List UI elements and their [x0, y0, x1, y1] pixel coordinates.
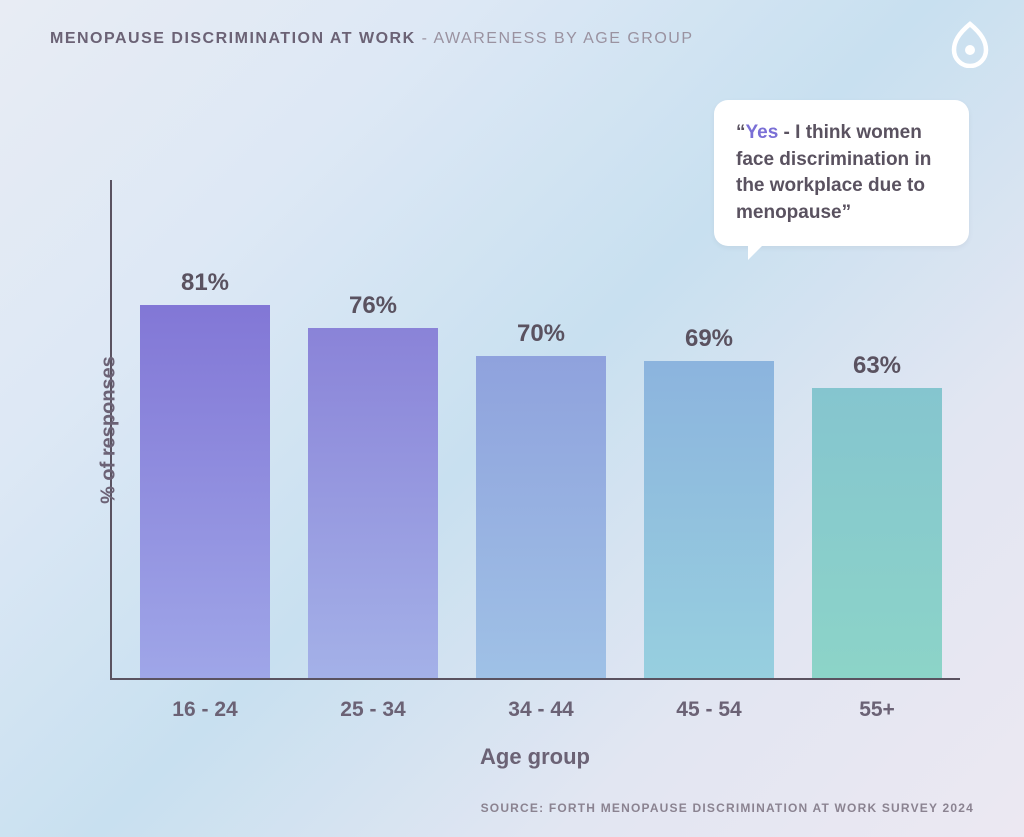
bar-value-label: 63%: [812, 352, 942, 380]
bar-category-label: 55+: [812, 698, 942, 722]
bar: 70%34 - 44: [476, 356, 606, 678]
y-axis-label: % of responses: [97, 356, 120, 504]
chart-title: MENOPAUSE DISCRIMINATION AT WORK - AWARE…: [50, 30, 693, 48]
bar-chart: % of responses Age group 81%16 - 2476%25…: [110, 180, 960, 680]
bar: 76%25 - 34: [308, 328, 438, 678]
bar-category-label: 34 - 44: [476, 698, 606, 722]
quote-open: “: [736, 122, 746, 143]
bar-group: 76%25 - 34: [308, 328, 438, 678]
bar-value-label: 76%: [308, 292, 438, 320]
bar-category-label: 25 - 34: [308, 698, 438, 722]
bar-group: 81%16 - 24: [140, 305, 270, 678]
bar: 69%45 - 54: [644, 361, 774, 678]
bar-group: 69%45 - 54: [644, 361, 774, 678]
title-bold: MENOPAUSE DISCRIMINATION AT WORK: [50, 30, 416, 47]
source-caption: SOURCE: FORTH MENOPAUSE DISCRIMINATION A…: [481, 801, 974, 815]
bars-container: 81%16 - 24 76%25 - 34 70%34 - 44 69%45 - 54…: [130, 180, 960, 678]
bar-group: 63%55+: [812, 388, 942, 678]
bar-value-label: 81%: [140, 269, 270, 297]
bar-value-label: 70%: [476, 320, 606, 348]
bar-category-label: 45 - 54: [644, 698, 774, 722]
bar-category-label: 16 - 24: [140, 698, 270, 722]
title-subtitle: - AWARENESS BY AGE GROUP: [416, 30, 694, 47]
bar-value-label: 69%: [644, 325, 774, 353]
bar: 81%16 - 24: [140, 305, 270, 678]
bar-group: 70%34 - 44: [476, 356, 606, 678]
quote-yes: Yes: [746, 122, 779, 143]
bar: 63%55+: [812, 388, 942, 678]
x-axis: [110, 678, 960, 680]
x-axis-label: Age group: [110, 744, 960, 770]
brand-logo-icon: [946, 20, 994, 68]
